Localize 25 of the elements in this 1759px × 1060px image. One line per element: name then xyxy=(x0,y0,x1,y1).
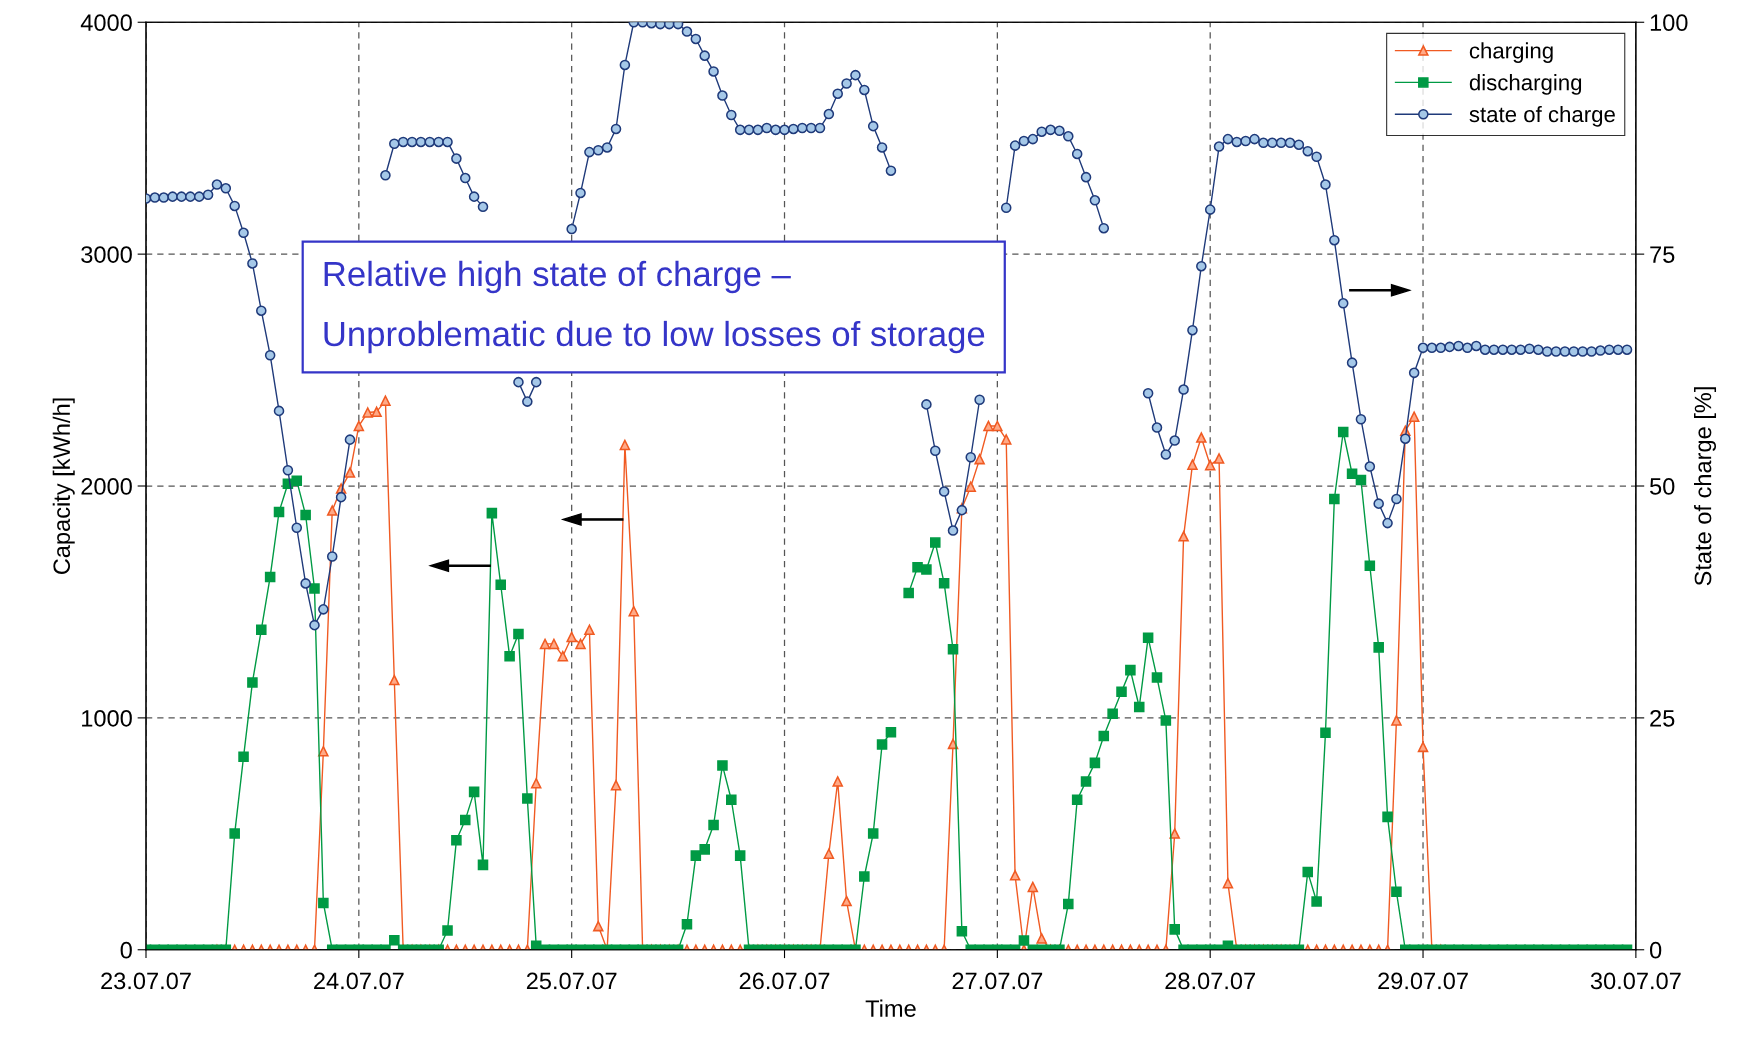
y2-axis-title: State of charge [%] xyxy=(1694,387,1717,586)
x-tick-label: 29.07.07 xyxy=(1378,972,1468,990)
x-tick-label: 24.07.07 xyxy=(314,972,404,990)
y-axis-title: Capacity [kWh/h] xyxy=(52,398,75,575)
legend-label: discharging xyxy=(1469,74,1582,95)
y2-tick-label: 25 xyxy=(1650,709,1675,727)
y-tick-label: 4000 xyxy=(80,14,132,32)
y2-tick-label: 0 xyxy=(1649,941,1662,959)
y2-tick-label: 100 xyxy=(1650,14,1688,32)
annotation: Relative high state of charge – Unproblematic due to low losses of storage xyxy=(324,260,985,354)
y-tick-label: 1000 xyxy=(82,709,132,727)
y2-tick-label: 75 xyxy=(1650,246,1675,263)
x-tick-label: 23.07.07 xyxy=(101,972,191,990)
y-tick-label: 0 xyxy=(120,941,132,959)
legend-label: state of charge xyxy=(1469,105,1615,127)
y-tick-label: 2000 xyxy=(81,478,132,495)
x-tick-label: 30.07.07 xyxy=(1590,972,1681,990)
x-tick-label: 25.07.07 xyxy=(526,972,617,990)
x-tick-label: 28.07.07 xyxy=(1165,972,1255,990)
y-tick-label: 3000 xyxy=(81,246,132,263)
legend-label: charging xyxy=(1469,42,1553,63)
y2-tick-label: 50 xyxy=(1650,478,1675,495)
x-axis-title: Time xyxy=(865,999,916,1017)
x-tick-label: 27.07.07 xyxy=(952,972,1043,990)
x-tick-label: 26.07.07 xyxy=(739,972,830,990)
